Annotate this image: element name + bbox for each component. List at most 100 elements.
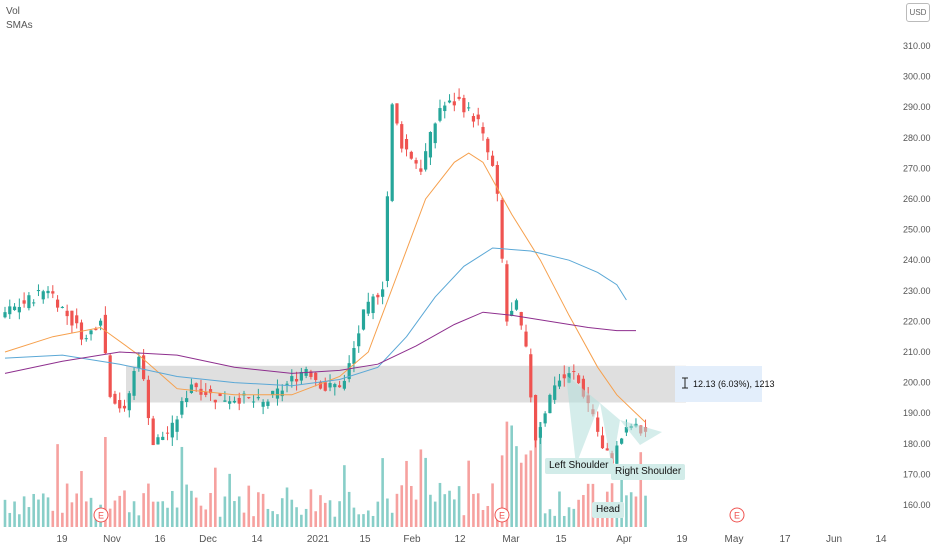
candle-body[interactable] (285, 383, 289, 385)
candle-body[interactable] (443, 105, 447, 112)
candle-body[interactable] (46, 290, 50, 294)
candle-body[interactable] (22, 300, 26, 304)
candle-body[interactable] (352, 348, 356, 364)
candle-body[interactable] (280, 390, 284, 397)
candle-body[interactable] (338, 385, 342, 388)
candle-body[interactable] (208, 389, 213, 394)
candle-body[interactable] (495, 164, 499, 194)
candle-body[interactable] (17, 306, 21, 313)
candle-body[interactable] (381, 289, 385, 297)
candle-body[interactable] (318, 381, 323, 389)
candle-body[interactable] (395, 103, 399, 124)
candle-body[interactable] (137, 356, 141, 368)
candle-body[interactable] (514, 300, 519, 310)
head-label[interactable]: Head (592, 502, 624, 518)
candle-body[interactable] (237, 397, 241, 404)
candle-body[interactable] (75, 315, 79, 324)
candle-body[interactable] (605, 448, 609, 451)
candle-body[interactable] (89, 330, 93, 335)
candle-body[interactable] (60, 306, 64, 308)
candle-body[interactable] (8, 306, 12, 315)
candle-body[interactable] (256, 397, 260, 399)
candle-body[interactable] (194, 383, 198, 388)
earnings-marker[interactable] (93, 507, 109, 523)
candle-body[interactable] (500, 199, 504, 259)
candle-body[interactable] (419, 168, 423, 172)
candle-body[interactable] (290, 376, 294, 382)
candle-body[interactable] (189, 384, 194, 393)
currency-button[interactable]: USD (906, 3, 930, 22)
candle-body[interactable] (70, 310, 74, 326)
candle-body[interactable] (562, 374, 566, 379)
candle-body[interactable] (309, 371, 313, 377)
candle-body[interactable] (323, 382, 327, 391)
candle-body[interactable] (447, 100, 452, 103)
candle-body[interactable] (65, 310, 69, 317)
candle-body[interactable] (524, 331, 528, 347)
sma-line-orange[interactable] (4, 152, 646, 423)
candle-body[interactable] (414, 160, 418, 164)
candle-body[interactable] (151, 418, 155, 446)
candle-body[interactable] (299, 371, 303, 381)
candle-body[interactable] (99, 320, 103, 326)
candle-body[interactable] (581, 378, 585, 397)
right-shoulder-label[interactable]: Right Shoulder (611, 464, 686, 480)
candle-body[interactable] (529, 354, 533, 398)
candle-body[interactable] (175, 419, 179, 432)
candle-body[interactable] (36, 290, 41, 292)
candle-body[interactable] (314, 372, 318, 380)
candle-body[interactable] (294, 378, 299, 382)
candle-body[interactable] (428, 132, 433, 158)
candle-body[interactable] (228, 401, 232, 404)
candle-body[interactable] (533, 394, 538, 441)
candle-body[interactable] (510, 310, 514, 316)
sma-line-blue[interactable] (4, 247, 627, 387)
candle-body[interactable] (452, 101, 456, 106)
left-shoulder-pattern[interactable] (566, 375, 600, 465)
candle-body[interactable] (467, 107, 471, 109)
candle-body[interactable] (538, 427, 542, 438)
candle-body[interactable] (333, 384, 337, 388)
candle-body[interactable] (347, 363, 351, 380)
candle-body[interactable] (328, 383, 332, 388)
candle-body[interactable] (557, 380, 562, 387)
price-range-measure[interactable]: 12.13 (6.03%), 1213 (675, 366, 775, 402)
candle-body[interactable] (127, 393, 131, 411)
candle-body[interactable] (615, 445, 619, 464)
candle-body[interactable] (41, 291, 45, 300)
candle-body[interactable] (218, 393, 222, 397)
candle-body[interactable] (122, 405, 127, 409)
candle-body[interactable] (161, 436, 165, 441)
candle-body[interactable] (84, 338, 88, 340)
candle-body[interactable] (142, 355, 146, 380)
candle-body[interactable] (271, 390, 275, 396)
sma-line-purple[interactable] (4, 311, 636, 374)
candle-body[interactable] (600, 435, 605, 449)
candle-body[interactable] (390, 104, 394, 201)
candle-body[interactable] (12, 306, 17, 311)
right-shoulder-pattern[interactable] (620, 420, 662, 445)
candle-body[interactable] (577, 375, 581, 384)
candle-body[interactable] (32, 302, 36, 304)
candle-body[interactable] (156, 437, 160, 445)
head-pattern[interactable] (600, 403, 620, 468)
candle-body[interactable] (481, 126, 485, 134)
candle-body[interactable] (457, 96, 461, 99)
candle-body[interactable] (146, 379, 150, 419)
candle-body[interactable] (199, 388, 203, 395)
candle-body[interactable] (180, 401, 184, 415)
candle-body[interactable] (266, 401, 270, 406)
earnings-marker[interactable] (729, 507, 745, 523)
candle-body[interactable] (51, 291, 55, 294)
candle-body[interactable] (261, 401, 265, 407)
candle-body[interactable] (132, 370, 136, 396)
candle-body[interactable] (433, 123, 437, 144)
candle-body[interactable] (27, 295, 31, 309)
candle-body[interactable] (361, 309, 366, 330)
candle-body[interactable] (357, 333, 361, 347)
candle-body[interactable] (213, 399, 217, 403)
candle-body[interactable] (366, 301, 370, 314)
candle-body[interactable] (519, 312, 523, 326)
candle-body[interactable] (247, 397, 251, 399)
